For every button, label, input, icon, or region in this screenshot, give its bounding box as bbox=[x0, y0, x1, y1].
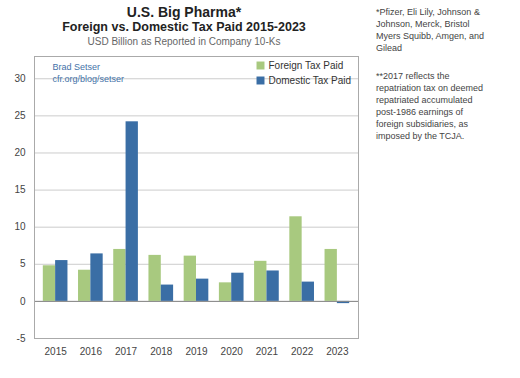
svg-text:2021: 2021 bbox=[256, 346, 279, 357]
svg-text:2020: 2020 bbox=[221, 346, 244, 357]
svg-text:-5: -5 bbox=[17, 333, 26, 344]
html-text:U.S. Big Pharma*: U.S. Big Pharma* bbox=[126, 4, 242, 20]
svg-text:2015: 2015 bbox=[45, 346, 68, 357]
svg-text:30: 30 bbox=[14, 73, 26, 84]
svg-text:0: 0 bbox=[20, 296, 26, 307]
svg-text:20: 20 bbox=[14, 147, 26, 158]
svg-text:Brad Setsercfr.org/blog/setser: Brad Setsercfr.org/blog/setser bbox=[53, 62, 125, 84]
svg-text:2016: 2016 bbox=[80, 346, 103, 357]
html-text:USD Billion as Reported in Com: USD Billion as Reported in Company 10-Ks bbox=[87, 36, 281, 47]
svg-text:2017: 2017 bbox=[115, 346, 138, 357]
svg-text:15: 15 bbox=[14, 184, 26, 195]
html-text:**2017 reflects the repatriati: **2017 reflects the repatriation tax on … bbox=[376, 71, 484, 141]
svg-text:2023: 2023 bbox=[326, 346, 349, 357]
html-text:*Pfizer, Eli Lily, Johnson & J: *Pfizer, Eli Lily, Johnson & Johnson, Me… bbox=[376, 7, 485, 53]
svg-text:Domestic Tax Paid: Domestic Tax Paid bbox=[269, 75, 352, 86]
svg-text:5: 5 bbox=[20, 258, 26, 269]
svg-text:2019: 2019 bbox=[185, 346, 208, 357]
svg-text:25: 25 bbox=[14, 110, 26, 121]
svg-text:Foreign Tax Paid: Foreign Tax Paid bbox=[269, 60, 344, 71]
svg-text:2022: 2022 bbox=[291, 346, 314, 357]
svg-text:2018: 2018 bbox=[150, 346, 173, 357]
svg-text:10: 10 bbox=[14, 221, 26, 232]
html-text:Foreign vs. Domestic Tax Paid: Foreign vs. Domestic Tax Paid 2015-2023 bbox=[62, 20, 306, 34]
